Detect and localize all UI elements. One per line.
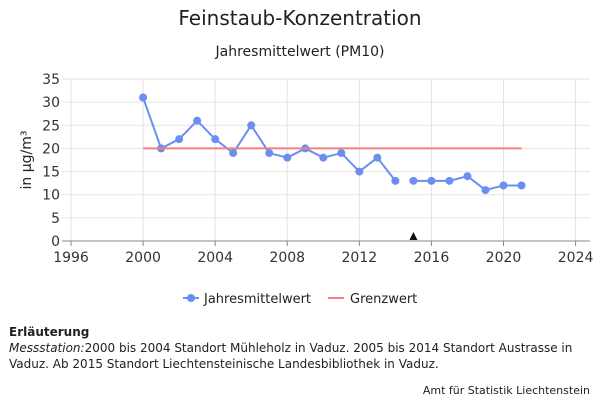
data-point: [445, 176, 454, 185]
station-change-marker: [409, 232, 418, 240]
y-tick-label: 0: [51, 234, 60, 250]
data-point: [391, 176, 400, 185]
data-point: [229, 149, 238, 158]
data-point: [499, 181, 508, 190]
y-tick-label: 20: [42, 141, 60, 157]
data-point: [481, 186, 490, 195]
data-point: [265, 149, 274, 158]
data-point: [211, 135, 220, 144]
x-tick-label: 2000: [125, 250, 161, 266]
data-point: [355, 167, 364, 176]
legend-marker-icon: [187, 294, 195, 302]
x-tick-label: 1996: [53, 250, 89, 266]
data-point: [175, 135, 184, 144]
chart-area: 0 5 10 15 20 25 30 35 1996 2000 2004 2008 2012 2016 20…: [19, 72, 594, 307]
data-point: [337, 149, 346, 158]
y-tick-label: 25: [42, 118, 60, 134]
y-tick-label: 30: [42, 95, 60, 111]
y-tick-label: 10: [42, 188, 60, 204]
y-axis-label: in µg/m³: [19, 131, 35, 190]
data-point: [247, 121, 256, 130]
x-tick-label: 2024: [558, 250, 594, 266]
data-point: [409, 176, 418, 185]
explanation-text: Messstation:2000 bis 2004 Standort Mühle…: [9, 340, 589, 372]
station-description: 2000 bis 2004 Standort Mühleholz in Vadu…: [9, 341, 573, 371]
chart-subtitle: Jahresmittelwert (PM10): [215, 44, 385, 60]
x-tick-label: 2008: [269, 250, 305, 266]
legend-label: Jahresmittelwert: [203, 292, 311, 307]
data-point: [427, 176, 436, 185]
station-label: Messstation:: [9, 341, 85, 355]
y-tick-label: 35: [42, 72, 60, 88]
y-tick-label: 15: [42, 165, 60, 181]
data-point: [517, 181, 526, 190]
data-point: [463, 172, 472, 181]
x-tick-label: 2020: [486, 250, 522, 266]
data-point: [139, 93, 148, 102]
data-point: [373, 153, 382, 162]
x-tick-label: 2004: [197, 250, 233, 266]
data-point: [283, 153, 292, 162]
legend-label: Grenzwert: [350, 292, 417, 307]
explanation-title: Erläuterung: [9, 325, 90, 339]
data-point: [193, 116, 202, 125]
explanation-block: Erläuterung Messstation:2000 bis 2004 St…: [9, 324, 589, 372]
x-tick-label: 2012: [342, 250, 378, 266]
y-tick-label: 5: [51, 211, 60, 227]
chart-title: Feinstaub-Konzentration: [178, 6, 422, 30]
data-point: [319, 153, 328, 162]
x-tick-label: 2016: [414, 250, 450, 266]
source-credit: Amt für Statistik Liechtenstein: [422, 384, 590, 397]
